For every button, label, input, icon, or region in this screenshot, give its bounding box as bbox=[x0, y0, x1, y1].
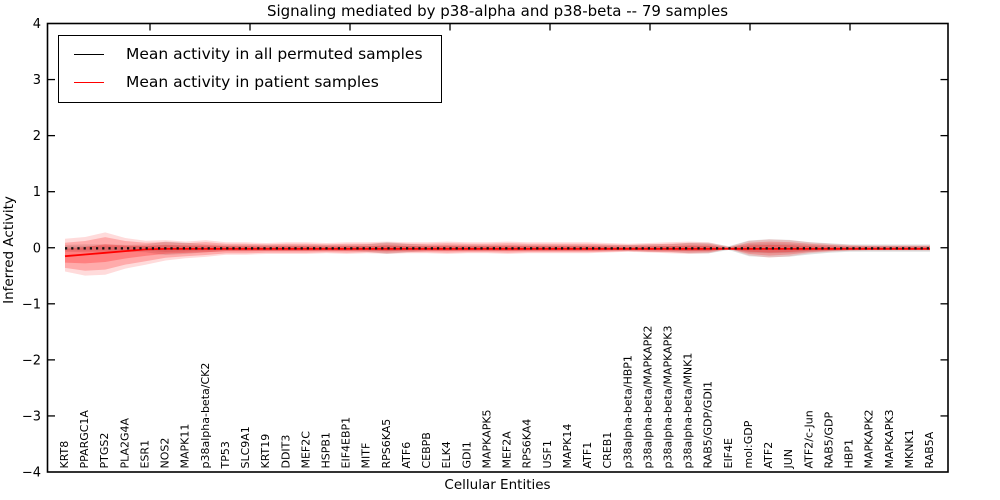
legend-entry-permuted: Mean activity in all permuted samples bbox=[74, 40, 423, 68]
x-category-label: ATF1 bbox=[581, 442, 594, 469]
chart-title: Signaling mediated by p38-alpha and p38-… bbox=[266, 2, 729, 20]
x-category-label: USF1 bbox=[541, 440, 554, 468]
x-category-label: TP53 bbox=[219, 441, 232, 469]
x-category-label: p38alpha-beta/MAPKAPK3 bbox=[661, 326, 674, 469]
legend: Mean activity in all permuted samples Me… bbox=[58, 35, 442, 103]
x-category-label: MAPKAPK5 bbox=[480, 409, 493, 468]
x-category-label: HBP1 bbox=[843, 439, 856, 468]
x-category-label: ATF2/c-Jun bbox=[802, 410, 815, 468]
y-tick-label: 1 bbox=[33, 185, 41, 200]
x-category-label: CEBPB bbox=[420, 432, 433, 468]
x-category-label: MAPK11 bbox=[179, 424, 192, 469]
x-category-label: NOS2 bbox=[159, 438, 172, 469]
x-category-label: PLA2G4A bbox=[118, 417, 131, 468]
x-category-label: MKNK1 bbox=[903, 429, 916, 468]
x-category-label: JUN bbox=[782, 449, 795, 470]
legend-line-sample-patient bbox=[74, 81, 104, 83]
x-category-label: EIF4EBP1 bbox=[340, 417, 353, 469]
x-category-label: EIF4E bbox=[722, 438, 735, 469]
x-category-label: MEF2A bbox=[501, 431, 514, 469]
x-category-label: SLC9A1 bbox=[239, 426, 252, 468]
x-category-label: ELK4 bbox=[440, 441, 453, 468]
band-patient-outer bbox=[65, 232, 930, 276]
x-category-label: CREB1 bbox=[601, 432, 614, 469]
y-tick-label: −1 bbox=[22, 297, 41, 312]
x-category-label: MAPKAPK2 bbox=[863, 409, 876, 468]
x-category-label: p38alpha-beta/MAPKAPK2 bbox=[641, 326, 654, 469]
x-category-label: p38alpha-beta/CK2 bbox=[199, 363, 212, 469]
x-category-label: ATF6 bbox=[400, 442, 413, 469]
band-patient-mid bbox=[65, 237, 930, 271]
x-category-label: p38alpha-beta/HBP1 bbox=[621, 355, 634, 468]
y-tick-label: −2 bbox=[22, 353, 41, 368]
x-category-label: ESR1 bbox=[138, 440, 151, 469]
y-tick-label: −4 bbox=[22, 466, 41, 481]
x-category-label: DDIT3 bbox=[279, 435, 292, 469]
x-category-label: MAPK14 bbox=[561, 424, 574, 469]
x-category-label: RPS6KA4 bbox=[521, 419, 534, 469]
x-category-label: GDI1 bbox=[460, 441, 473, 468]
x-category-label: MITF bbox=[360, 443, 373, 469]
legend-label-patient: Mean activity in patient samples bbox=[126, 73, 379, 91]
x-category-label: p38alpha-beta/MNK1 bbox=[682, 353, 695, 469]
y-axis-label: Inferred Activity bbox=[1, 196, 17, 304]
legend-entry-patient: Mean activity in patient samples bbox=[74, 68, 423, 96]
x-category-label: MAPKAPK3 bbox=[883, 409, 896, 468]
y-tick-label: 2 bbox=[33, 129, 41, 144]
x-category-label: MEF2C bbox=[299, 431, 312, 469]
legend-line-sample-permuted bbox=[74, 53, 104, 55]
x-category-label: KRT19 bbox=[259, 434, 272, 469]
x-category-label: ATF2 bbox=[762, 442, 775, 469]
x-category-label: RAB5/GDP bbox=[822, 412, 835, 469]
x-category-label: RPS6KA5 bbox=[380, 419, 393, 469]
x-category-label: mol:GDP bbox=[742, 420, 755, 468]
legend-label-permuted: Mean activity in all permuted samples bbox=[126, 45, 423, 63]
x-category-label: RAB5A bbox=[923, 431, 936, 468]
x-category-label: PPARGC1A bbox=[78, 410, 91, 469]
y-tick-label: −3 bbox=[22, 409, 41, 424]
x-category-label: HSPB1 bbox=[320, 432, 333, 468]
y-tick-label: 3 bbox=[33, 73, 41, 88]
x-axis-label: Cellular Entities bbox=[444, 477, 551, 493]
x-category-label: RAB5/GDP/GDI1 bbox=[702, 381, 715, 469]
y-tick-label: 4 bbox=[33, 17, 41, 32]
y-tick-label: 0 bbox=[33, 241, 41, 256]
x-category-label: KRT8 bbox=[58, 441, 71, 469]
x-category-label: PTGS2 bbox=[98, 433, 111, 469]
